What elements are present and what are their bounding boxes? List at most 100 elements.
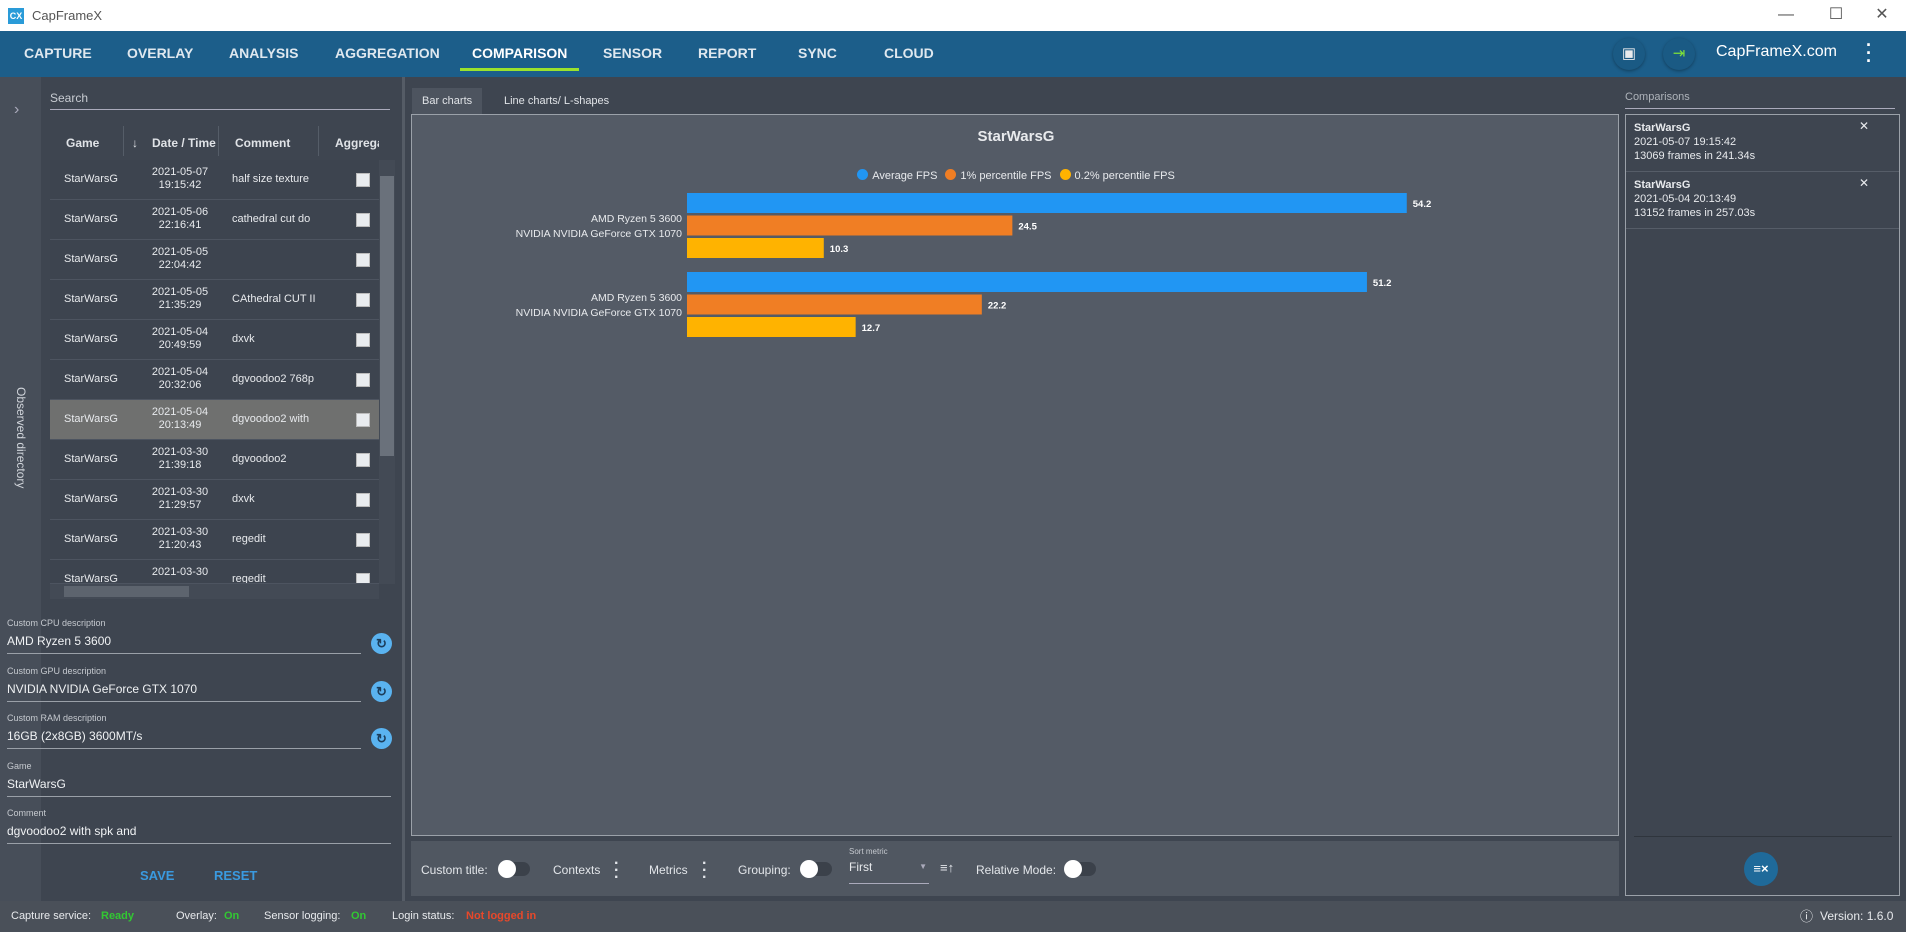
row-datetime: 2021-03-30 bbox=[140, 566, 220, 579]
grouping-toggle[interactable] bbox=[800, 860, 832, 878]
observed-directory-label: Observed directory bbox=[14, 387, 28, 489]
table-row[interactable]: StarWarsG 2021-05-07 19:15:42 half size t… bbox=[50, 160, 379, 200]
screenshot-icon[interactable]: ▣ bbox=[1613, 38, 1645, 70]
sort-direction-icon[interactable]: ≡↑ bbox=[940, 860, 955, 875]
tab-line-charts[interactable]: Line charts/ L-shapes bbox=[504, 95, 610, 107]
bar[interactable] bbox=[687, 294, 982, 315]
sort-metric-select[interactable]: First ▼ bbox=[849, 860, 929, 884]
bar[interactable] bbox=[687, 215, 1013, 236]
save-button[interactable]: SAVE bbox=[140, 868, 175, 883]
nav-comparison[interactable]: COMPARISON bbox=[459, 31, 580, 77]
nav-capture[interactable]: CAPTURE bbox=[24, 45, 92, 61]
comparisons-label: Comparisons bbox=[1625, 91, 1895, 109]
nav-overlay[interactable]: OVERLAY bbox=[127, 45, 194, 61]
aggregation-checkbox[interactable] bbox=[356, 293, 370, 307]
minimize-button[interactable]: — bbox=[1778, 6, 1794, 23]
game-input[interactable]: StarWarsG bbox=[7, 777, 391, 797]
main-nav: CAPTURE OVERLAY ANALYSIS AGGREGATION COM… bbox=[0, 31, 1906, 77]
table-row[interactable]: StarWarsG 2021-05-06 22:16:41 cathedral c… bbox=[50, 200, 379, 240]
close-button[interactable]: ✕ bbox=[1875, 6, 1889, 23]
aggregation-checkbox[interactable] bbox=[356, 173, 370, 187]
table-row[interactable]: StarWarsG 2021-05-05 22:04:42 bbox=[50, 240, 379, 280]
row-game: StarWarsG bbox=[64, 293, 118, 305]
table-row[interactable]: StarWarsG 2021-03-30 21:39:18 dgvoodoo2 bbox=[50, 440, 379, 480]
legend-swatch bbox=[857, 169, 869, 180]
column-comment[interactable]: Comment bbox=[235, 136, 291, 150]
tab-bar-charts[interactable]: Bar charts bbox=[412, 88, 483, 114]
nav-sync[interactable]: SYNC bbox=[798, 45, 837, 61]
aggregation-checkbox[interactable] bbox=[356, 253, 370, 267]
comment-input[interactable]: dgvoodoo2 with spk and bbox=[7, 824, 391, 844]
aggregation-checkbox[interactable] bbox=[356, 453, 370, 467]
legend-item[interactable]: 1% percentile FPS bbox=[945, 169, 1052, 182]
website-link[interactable]: CapFrameX.com bbox=[1716, 43, 1837, 60]
nav-sensor[interactable]: SENSOR bbox=[603, 45, 663, 61]
metrics-menu-icon[interactable]: · · · bbox=[702, 855, 708, 886]
aggregation-checkbox[interactable] bbox=[356, 373, 370, 387]
observed-directory-strip[interactable]: › Observed directory bbox=[0, 77, 41, 901]
column-game[interactable]: Game bbox=[66, 136, 100, 150]
info-icon[interactable]: ⓘ bbox=[1800, 909, 1814, 924]
cpu-input[interactable]: AMD Ryzen 5 3600 bbox=[7, 634, 361, 654]
game-label: Game bbox=[7, 761, 32, 771]
bar[interactable] bbox=[687, 317, 856, 337]
table-row[interactable]: StarWarsG 2021-05-04 20:13:49 dgvoodoo2 w… bbox=[50, 400, 379, 440]
aggregation-checkbox[interactable] bbox=[356, 573, 370, 583]
row-date: 2021-05-05 bbox=[151, 286, 209, 298]
scrollbar-thumb[interactable] bbox=[380, 176, 394, 456]
legend-item[interactable]: Average FPS bbox=[857, 169, 937, 182]
aggregation-checkbox[interactable] bbox=[356, 413, 370, 427]
table-row[interactable]: StarWarsG 2021-05-04 20:49:59 dxvk bbox=[50, 320, 379, 360]
bar[interactable] bbox=[687, 272, 1367, 292]
data-label: 24.5 bbox=[1018, 222, 1037, 233]
chart-toolbar bbox=[411, 841, 1619, 896]
relative-mode-toggle[interactable] bbox=[1064, 860, 1096, 878]
row-comment: CAthedral CUT II bbox=[232, 293, 316, 305]
ram-input[interactable]: 16GB (2x8GB) 3600MT/s bbox=[7, 729, 361, 749]
row-comment: dxvk bbox=[232, 493, 255, 505]
table-row[interactable]: StarWarsG 2021-03-30 regedit bbox=[50, 560, 379, 584]
aggregation-checkbox[interactable] bbox=[356, 493, 370, 507]
table-row[interactable]: StarWarsG 2021-03-30 21:20:43 regedit bbox=[50, 520, 379, 560]
bar[interactable] bbox=[687, 238, 824, 258]
app-logo: CX bbox=[8, 8, 24, 24]
chevron-right-icon[interactable]: › bbox=[14, 101, 20, 118]
nav-aggregation[interactable]: AGGREGATION bbox=[335, 45, 440, 61]
bar[interactable] bbox=[687, 193, 1407, 213]
sync-gpu-icon[interactable]: ↻ bbox=[371, 681, 392, 702]
row-date: 2021-05-07 bbox=[151, 166, 209, 178]
maximize-button[interactable]: ☐ bbox=[1828, 6, 1844, 23]
remove-icon[interactable]: ✕ bbox=[1858, 119, 1869, 133]
nav-analysis[interactable]: ANALYSIS bbox=[229, 45, 299, 61]
column-aggregation[interactable]: Aggrega bbox=[335, 136, 379, 150]
column-date[interactable]: Date / Time bbox=[152, 136, 216, 150]
sync-ram-icon[interactable]: ↻ bbox=[371, 728, 392, 749]
legend-item[interactable]: 0.2% percentile FPS bbox=[1059, 169, 1175, 182]
sync-cpu-icon[interactable]: ↻ bbox=[371, 633, 392, 654]
row-time: 20:13:49 bbox=[158, 419, 202, 431]
reset-button[interactable]: RESET bbox=[214, 868, 258, 883]
nav-report[interactable]: REPORT bbox=[698, 45, 757, 61]
sensor-logging-status: On bbox=[351, 910, 367, 922]
remove-icon[interactable]: ✕ bbox=[1858, 176, 1869, 190]
contexts-menu-icon[interactable]: · · · bbox=[614, 855, 620, 886]
splitter[interactable] bbox=[402, 77, 405, 901]
more-menu-icon[interactable]: · · · bbox=[1866, 35, 1872, 71]
table-row[interactable]: StarWarsG 2021-03-30 21:29:57 dxvk bbox=[50, 480, 379, 520]
table-row[interactable]: StarWarsG 2021-05-05 21:35:29 CAthedral C… bbox=[50, 280, 379, 320]
row-game: StarWarsG bbox=[64, 533, 118, 545]
comparison-item[interactable]: StarWarsG 2021-05-07 19:15:42 13069 fram… bbox=[1626, 115, 1899, 172]
table-row[interactable]: StarWarsG 2021-05-04 20:32:06 dgvoodoo2 7… bbox=[50, 360, 379, 400]
login-icon[interactable]: ⇥ bbox=[1663, 38, 1695, 70]
search-input[interactable]: Search bbox=[50, 90, 390, 110]
custom-title-toggle[interactable] bbox=[498, 860, 530, 878]
sort-down-icon[interactable]: ↓ bbox=[132, 136, 138, 150]
aggregation-checkbox[interactable] bbox=[356, 533, 370, 547]
aggregation-checkbox[interactable] bbox=[356, 213, 370, 227]
horizontal-scrollbar-thumb[interactable] bbox=[64, 586, 189, 597]
clear-list-icon[interactable]: ≡× bbox=[1744, 852, 1778, 886]
gpu-input[interactable]: NVIDIA NVIDIA GeForce GTX 1070 bbox=[7, 682, 361, 702]
nav-cloud[interactable]: CLOUD bbox=[884, 45, 934, 61]
aggregation-checkbox[interactable] bbox=[356, 333, 370, 347]
comparison-item[interactable]: StarWarsG 2021-05-04 20:13:49 13152 fram… bbox=[1626, 172, 1899, 229]
